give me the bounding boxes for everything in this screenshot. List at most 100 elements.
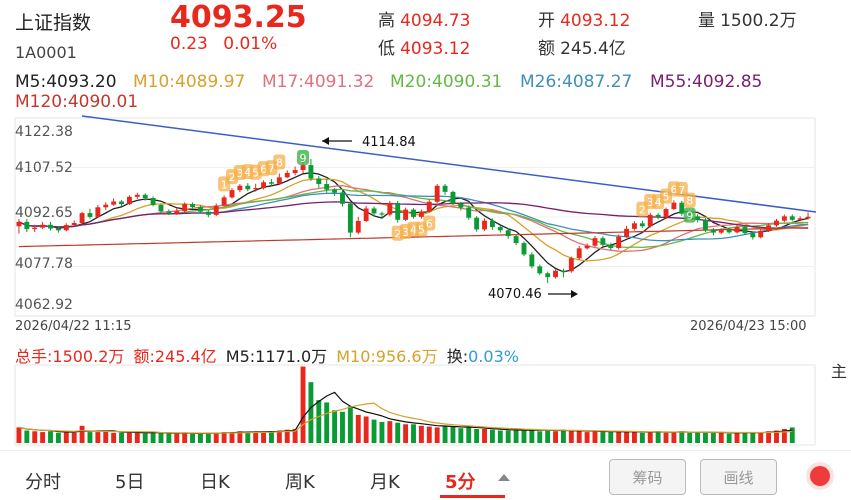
ma-legend-m26: M26:4087.27 [520,72,633,92]
open-value: 4093.12 [560,11,631,31]
volume-bar [197,433,203,443]
ma-legend-m5: M5:4093.20 [15,72,117,92]
candle-body [379,213,385,215]
volume-bar [647,432,653,443]
svg-text:1: 1 [221,178,228,191]
candle-body [134,194,140,197]
candle-body [269,182,274,184]
tab-5min-caret-icon[interactable] [498,474,510,481]
candle-body [442,185,448,192]
volume-bar [150,432,156,443]
candle-body [103,204,109,208]
candle-body [718,229,724,233]
high-value: 4094.73 [400,11,471,31]
svg-text:5: 5 [663,191,670,204]
candle-body [71,223,77,226]
tab-5day[interactable]: 5日 [115,472,145,493]
high-arrow-head [322,137,329,145]
volume-chart-frame [14,364,816,446]
volume-bar [450,426,456,443]
high-label: 高 [378,11,395,31]
vol-turnover: 0.03% [468,347,519,366]
tab-daily-k[interactable]: 日K [200,472,230,493]
volume-bar [261,431,267,443]
candles [16,153,811,284]
svg-text:9: 9 [686,210,693,223]
svg-text:6: 6 [260,163,267,176]
volume-bar [371,419,377,443]
candle-body [292,170,298,173]
candle-body [703,220,708,231]
tab-monthly-k[interactable]: 月K [370,472,400,493]
vol-m10: M10:956.6万 [336,347,438,366]
y-axis-label-3: 4092.65 [15,205,73,221]
volume-bar [781,428,787,443]
candle-body [616,236,622,249]
candle-body [434,185,440,202]
candle-body [150,197,156,205]
chart-grid [14,117,816,446]
vol-total: 总手:1500.2万 [15,347,125,366]
volume-bar [663,432,669,443]
volume-bar [16,427,22,443]
volume-bar [55,432,61,443]
candle-body [450,191,456,204]
volume-bar [79,425,85,443]
candle-body [387,202,393,215]
tab-weekly-k[interactable]: 周K [285,472,315,493]
volume-bar [63,432,69,443]
candle-body [584,245,590,249]
candle-body [87,213,93,217]
ma120-line [18,227,809,248]
candle-body [142,194,148,198]
candle-body [411,209,416,217]
draw-line-button[interactable]: 画线 [700,459,777,495]
candle-body [40,224,46,228]
candle-body [774,220,779,226]
volume-bar [679,431,685,443]
volume-bar [584,432,590,443]
right-side-panel: 主 [823,88,851,438]
high-stat: 高 4094.73 [378,6,470,31]
volume-bar [48,431,53,443]
volume-bar [221,432,227,443]
volume-bar [458,428,464,443]
tab-5min[interactable]: 5分 [445,472,476,493]
time-start: 2026/04/22 11:15 [15,319,132,334]
volume-bar [95,432,101,443]
volume-bar [655,431,661,443]
candle-body [63,225,69,231]
volume-bar [213,432,219,443]
volume-bar [789,427,795,443]
tab-intraday[interactable]: 分时 [25,472,61,493]
svg-text:4: 4 [655,196,662,209]
volume-bar [474,428,480,443]
volume-bar [403,424,409,443]
svg-text:4: 4 [410,224,417,237]
volume-bar [750,432,756,443]
svg-text:8: 8 [686,195,693,208]
candle-body [229,190,235,198]
candle-body [253,188,259,190]
ma-legend-m17: M17:4091.32 [262,72,375,92]
record-dot-icon[interactable] [810,466,830,486]
svg-text:9: 9 [300,152,307,165]
candle-body [340,192,345,204]
volume-bar [766,431,772,443]
volume-bar [710,432,716,443]
volume-bar [166,433,172,443]
svg-text:5: 5 [252,167,259,180]
volume-bar [134,432,140,443]
volume-bar [119,432,124,443]
current-price: 4093.25 [170,0,307,35]
svg-text:3: 3 [402,226,409,239]
candle-body [245,185,251,190]
price-change: 0.23 0.01% [170,34,277,54]
y-axis-label-1: 4122.38 [15,124,73,140]
volume-bar [442,425,448,443]
volume-bar [600,432,606,443]
volume-bar [87,432,93,443]
chips-button[interactable]: 筹码 [609,459,686,495]
